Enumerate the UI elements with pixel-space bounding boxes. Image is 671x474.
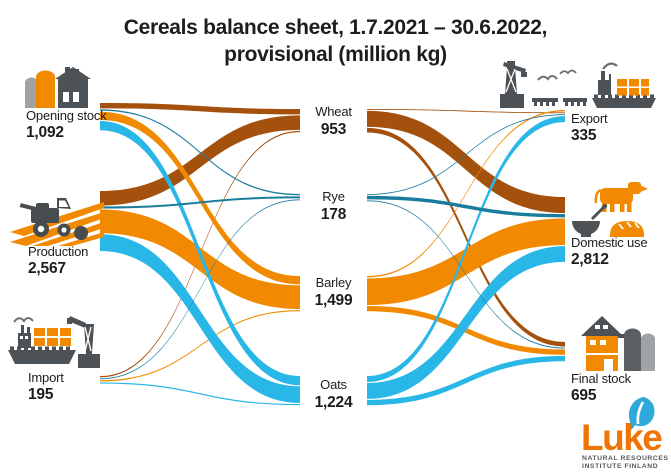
title-line-2: provisional (million kg) bbox=[224, 43, 447, 66]
flow-oats-to-domestic_use bbox=[367, 246, 565, 399]
harbor-crane-ship-icon bbox=[500, 61, 656, 108]
luke-logo: Luke NATURAL RESOURCES INSTITUTE FINLAND bbox=[581, 397, 668, 470]
export-label: Export bbox=[571, 111, 608, 126]
cereal-barley: Barley 1,499 bbox=[300, 275, 367, 309]
flow-import-to-barley bbox=[100, 310, 300, 382]
flow-oats-to-export bbox=[367, 116, 565, 382]
export-value: 335 bbox=[571, 127, 597, 144]
destination-final-stock: Final stock 695 bbox=[571, 371, 631, 404]
page-title: Cereals balance sheet, 1.7.2021 – 30.6.2… bbox=[0, 14, 671, 68]
luke-wordmark: Luke bbox=[581, 417, 663, 458]
rye-label: Rye bbox=[322, 189, 345, 204]
combine-harvester-icon bbox=[10, 198, 104, 246]
flow-barley-to-final_stock bbox=[367, 306, 565, 355]
cow-bowl-bread-icon bbox=[572, 182, 648, 237]
flow-rye-to-domestic_use bbox=[367, 195, 565, 218]
final-stock-label: Final stock bbox=[571, 371, 631, 386]
flow-opening_stock-to-wheat bbox=[100, 103, 300, 115]
flow-production-to-rye bbox=[100, 196, 300, 209]
barley-label: Barley bbox=[315, 275, 352, 290]
domestic-use-value: 2,812 bbox=[571, 251, 609, 268]
farmhouse-silos-icon bbox=[581, 316, 655, 371]
opening-stock-label: Opening stock bbox=[26, 108, 107, 123]
title-line-1: Cereals balance sheet, 1.7.2021 – 30.6.2… bbox=[123, 16, 548, 39]
wheat-label: Wheat bbox=[315, 104, 352, 119]
barley-value: 1,499 bbox=[314, 292, 353, 309]
flow-import-to-rye bbox=[100, 199, 300, 380]
flow-opening_stock-to-rye bbox=[100, 109, 300, 196]
flow-production-to-barley bbox=[100, 209, 300, 310]
luke-leaf-icon bbox=[627, 397, 655, 431]
flow-production-to-oats bbox=[100, 234, 300, 403]
flow-import-to-oats bbox=[100, 382, 300, 406]
opening-stock-value: 1,092 bbox=[26, 124, 64, 141]
production-value: 2,567 bbox=[28, 260, 66, 277]
oats-value: 1,224 bbox=[314, 394, 353, 411]
grain-elevator-icon bbox=[25, 67, 91, 108]
luke-caption: NATURAL RESOURCES INSTITUTE FINLAND bbox=[582, 455, 669, 470]
destination-domestic-use: Domestic use 2,812 bbox=[571, 235, 648, 268]
flow-oats-to-final_stock bbox=[367, 355, 565, 406]
flow-barley-to-domestic_use bbox=[367, 218, 565, 305]
cargo-ship-crane-icon bbox=[8, 316, 100, 368]
cereal-oats: Oats 1,224 bbox=[300, 377, 367, 411]
rye-value: 178 bbox=[320, 206, 347, 223]
final-stock-value: 695 bbox=[571, 387, 597, 404]
domestic-use-label: Domestic use bbox=[571, 235, 648, 250]
flow-barley-to-export bbox=[367, 110, 565, 278]
flow-wheat-to-final_stock bbox=[367, 127, 565, 347]
production-label: Production bbox=[28, 244, 89, 259]
cereal-rye: Rye 178 bbox=[300, 189, 367, 223]
wheat-value: 953 bbox=[320, 121, 347, 138]
source-production: Production 2,567 bbox=[28, 244, 88, 277]
destination-export: Export 335 bbox=[571, 111, 608, 144]
flow-opening_stock-to-oats bbox=[100, 121, 300, 386]
flow-opening_stock-to-barley bbox=[100, 111, 300, 285]
flow-rye-to-final_stock bbox=[367, 200, 565, 349]
oats-label: Oats bbox=[320, 377, 347, 392]
source-import: Import 195 bbox=[28, 370, 64, 403]
flow-wheat-to-domestic_use bbox=[367, 110, 565, 213]
flow-production-to-wheat bbox=[100, 115, 300, 206]
flow-wheat-to-export bbox=[367, 109, 565, 114]
source-opening-stock: Opening stock 1,092 bbox=[26, 108, 107, 141]
import-label: Import bbox=[28, 370, 64, 385]
cereal-wheat: Wheat 953 bbox=[300, 104, 367, 138]
import-value: 195 bbox=[28, 386, 54, 403]
flow-rye-to-export bbox=[367, 114, 565, 195]
